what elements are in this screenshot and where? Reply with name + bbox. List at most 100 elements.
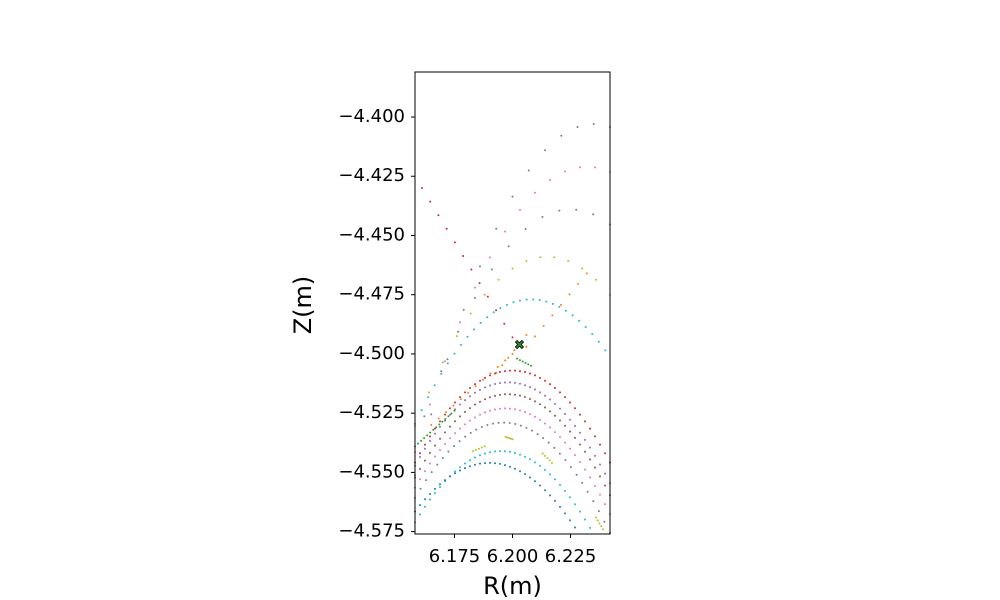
series-15-point	[436, 463, 439, 466]
series-14-point	[429, 462, 431, 465]
series-5-point	[525, 298, 528, 301]
series-3-point	[575, 208, 578, 211]
series-1-point	[495, 227, 498, 230]
series-15-point	[525, 426, 528, 429]
series-8-point	[577, 282, 580, 285]
series-19-point	[544, 454, 546, 457]
series-8-point	[568, 293, 571, 296]
series-4-point	[427, 391, 430, 394]
series-9-point	[481, 378, 484, 381]
series-15-point	[575, 473, 578, 476]
series-1-point	[430, 413, 433, 416]
series-11-point	[439, 420, 441, 423]
series-14-point	[604, 503, 606, 506]
series-12-point	[594, 454, 596, 457]
series-12-point	[604, 472, 606, 475]
series-13-point	[554, 414, 556, 417]
series-12-point	[514, 381, 516, 384]
series-21-point	[469, 459, 471, 462]
x-tick-label: 6.175	[429, 546, 481, 567]
series-1-point	[479, 265, 481, 268]
series-21-point	[479, 454, 481, 457]
series-21-point	[554, 478, 556, 481]
series-13-point	[504, 393, 506, 396]
series-8-point	[551, 314, 554, 317]
series-5-point	[492, 311, 495, 314]
y-tick-label: −4.550	[338, 461, 405, 482]
series-15-point	[441, 456, 444, 459]
series-10-point	[518, 359, 521, 362]
series-16-point	[444, 418, 447, 421]
series-17-point	[472, 450, 475, 453]
series-22-point	[514, 467, 516, 470]
series-14-point	[524, 411, 526, 414]
series-14-point	[554, 431, 556, 434]
series-22-point	[564, 512, 566, 515]
series-1-point	[576, 126, 579, 129]
series-13-point	[439, 437, 441, 440]
series-13-point	[539, 403, 541, 406]
series-15-point	[536, 433, 539, 436]
series-5-point	[473, 328, 476, 331]
series-7-point	[525, 333, 528, 336]
series-15-point	[586, 490, 589, 493]
series-16-point	[450, 412, 453, 415]
series-3-point	[440, 370, 443, 373]
series-14-point	[584, 468, 586, 471]
series-5-point	[578, 319, 581, 322]
series-15-point	[492, 422, 494, 425]
series-4-point	[553, 256, 556, 259]
series-2-point	[474, 286, 476, 289]
series-11-point	[509, 369, 511, 372]
series-16-point	[426, 434, 429, 437]
series-19-point	[550, 461, 553, 464]
series-13-point	[434, 444, 436, 447]
series-5-point	[427, 396, 430, 399]
series-11-point	[594, 435, 596, 438]
series-22-point	[494, 462, 496, 465]
series-11-point	[534, 374, 536, 377]
series-22-point	[469, 465, 471, 468]
series-6-point	[486, 295, 489, 298]
series-21-point	[434, 492, 436, 495]
series-13-point	[524, 396, 526, 399]
series-15-point	[430, 471, 433, 474]
series-9-point	[489, 372, 492, 375]
series-11-point	[494, 372, 496, 375]
series-21-point	[489, 451, 491, 454]
series-12-point	[419, 456, 421, 459]
series-22-point	[534, 480, 536, 483]
series-21-point	[589, 526, 591, 529]
series-2-point	[594, 166, 596, 169]
series-9-point	[474, 385, 477, 388]
series-14-point	[439, 448, 441, 451]
series-11-point	[464, 391, 466, 394]
series-12-point	[549, 398, 551, 401]
series-5-point	[486, 316, 489, 319]
series-5-point	[446, 362, 449, 365]
series-13-point	[559, 419, 561, 422]
series-22-point	[419, 504, 421, 507]
series-5-point	[564, 309, 567, 312]
series-18-point	[504, 435, 507, 438]
series-12-point	[529, 386, 531, 389]
series-13-point	[569, 430, 571, 433]
series-5-point	[519, 299, 522, 302]
series-10-point	[527, 363, 530, 366]
series-4-point	[483, 293, 486, 296]
series-15-point	[519, 424, 522, 427]
series-21-point	[504, 450, 506, 453]
series-1-point	[511, 195, 514, 198]
series-22-point	[424, 498, 426, 501]
series-9-point	[511, 352, 514, 355]
series-13-point	[604, 484, 606, 487]
series-22-point	[574, 526, 576, 529]
series-6-point	[503, 322, 506, 325]
series-14-point	[559, 436, 561, 439]
series-20-point	[595, 516, 598, 519]
series-15-point	[603, 520, 606, 523]
series-13-point	[499, 393, 501, 396]
series-12-point	[504, 381, 506, 384]
series-13-point	[574, 436, 576, 439]
